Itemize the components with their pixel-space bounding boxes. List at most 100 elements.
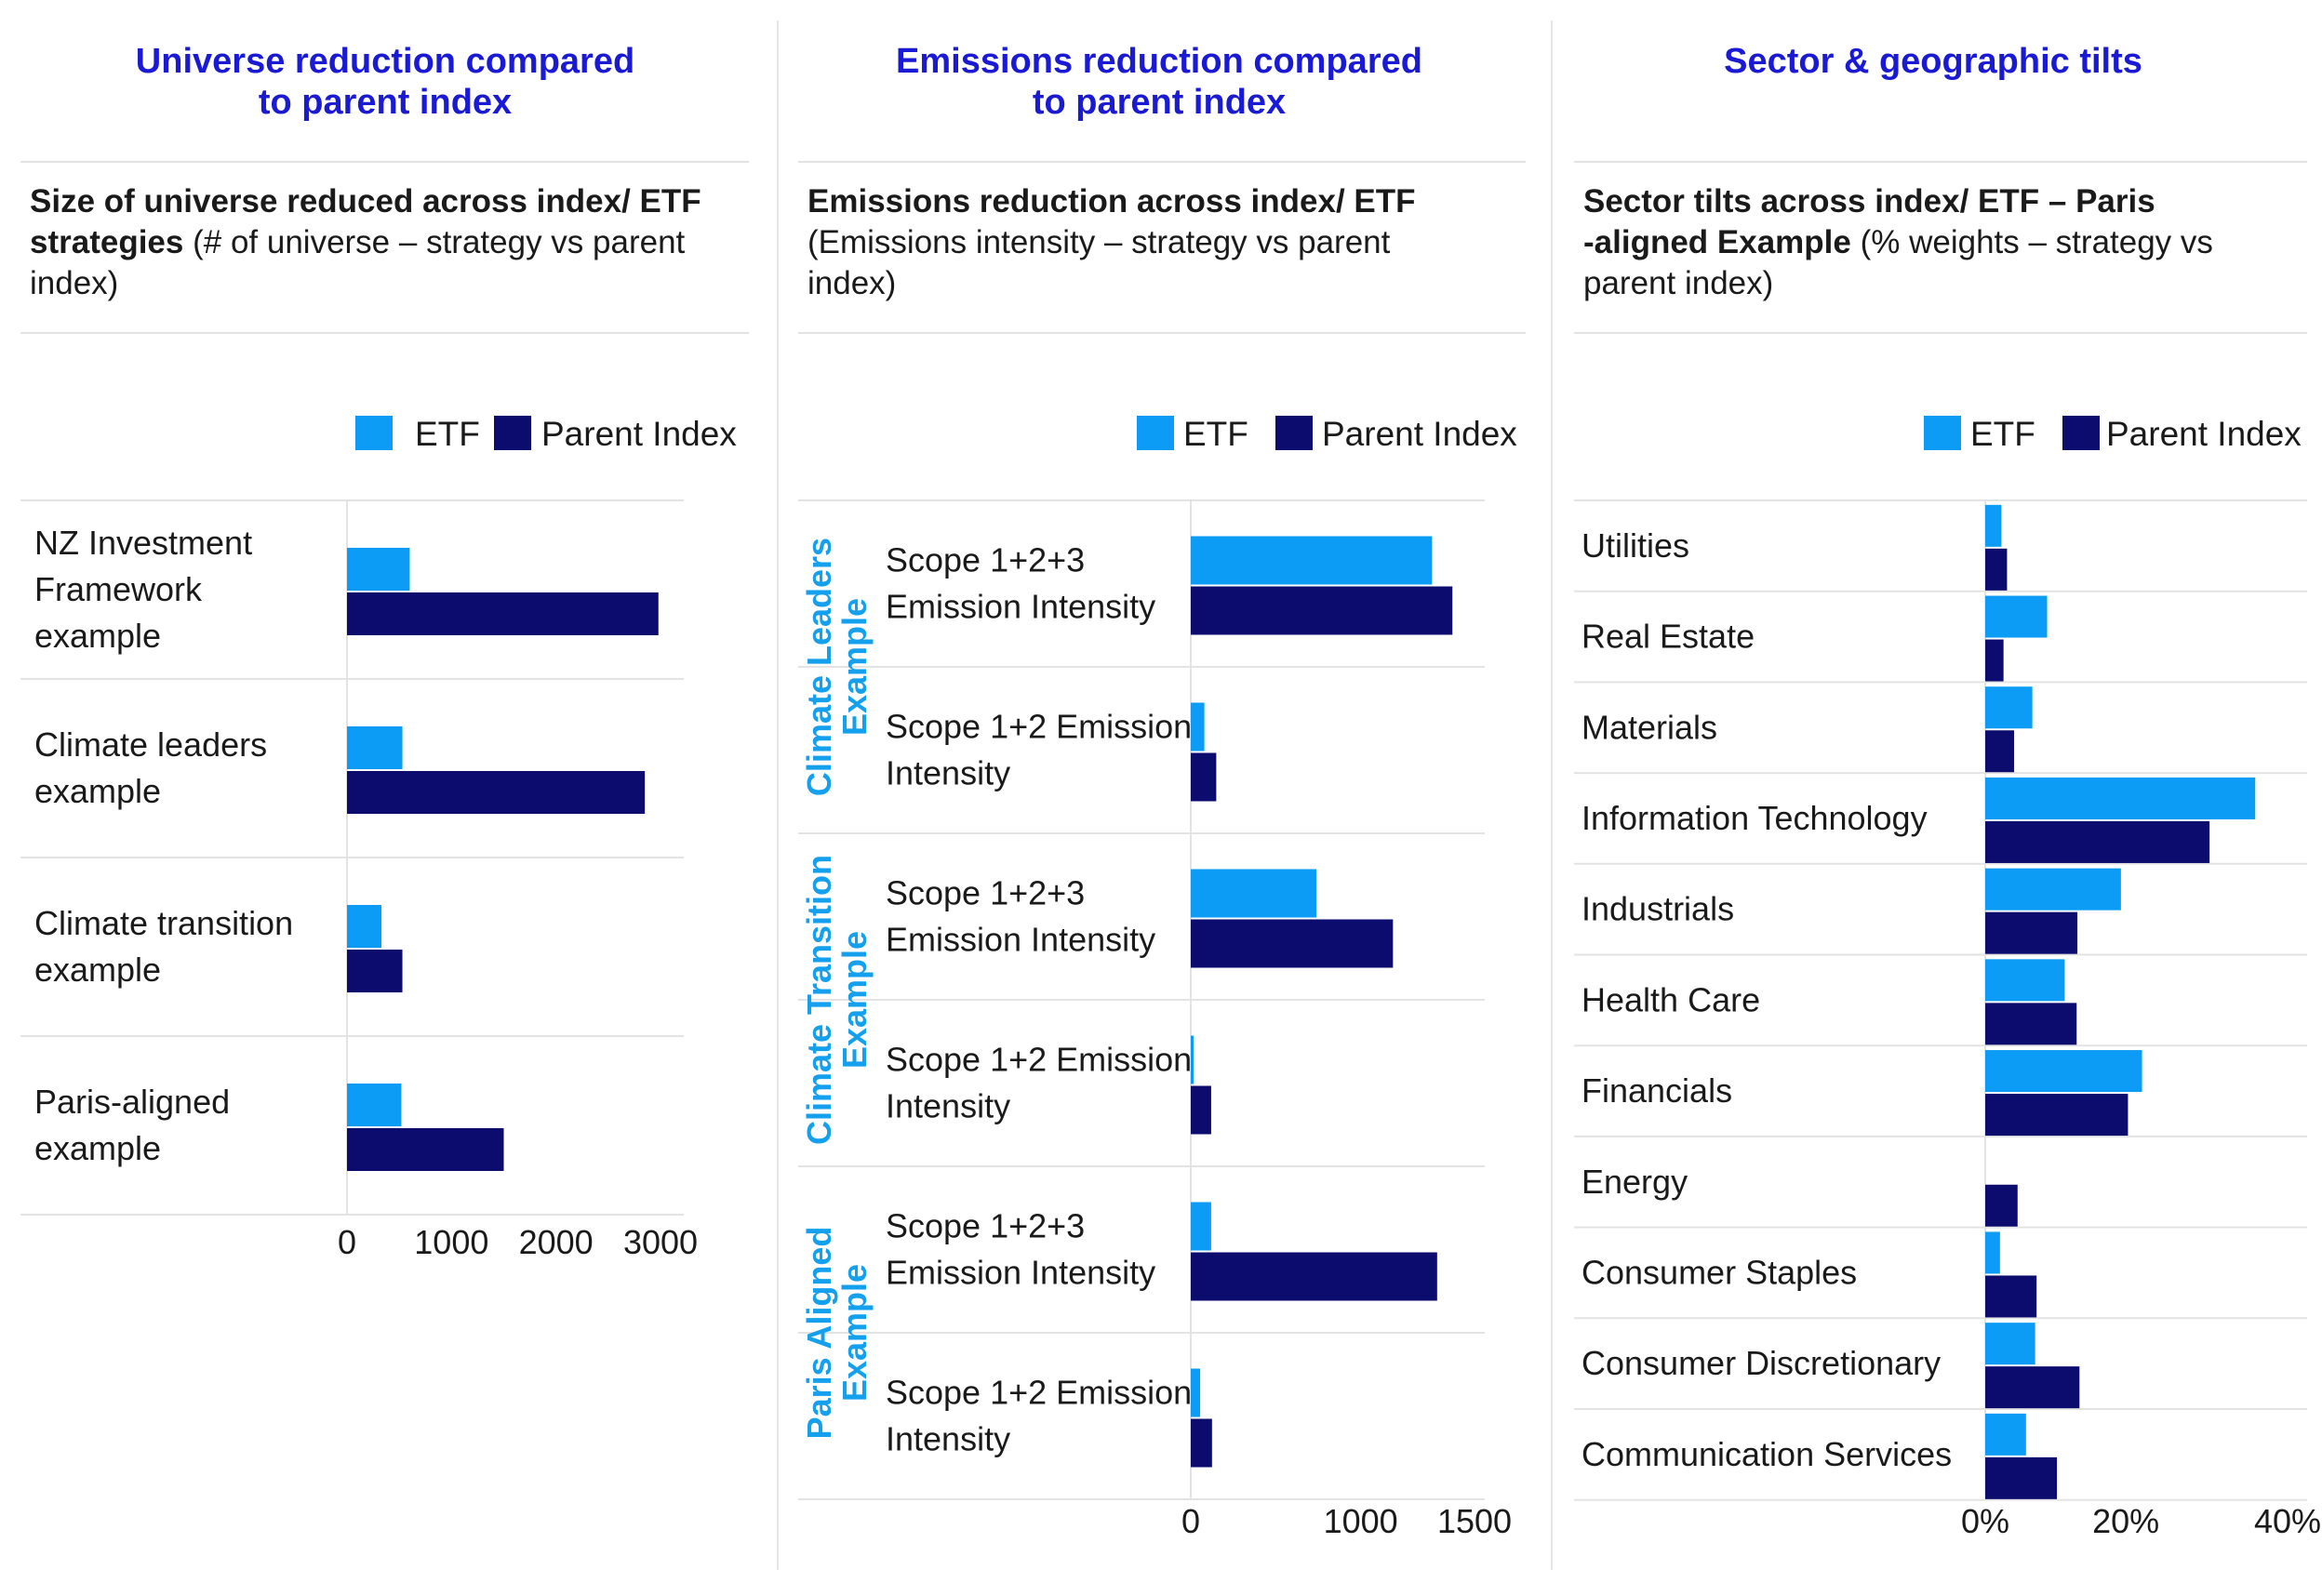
category-label: Utilities xyxy=(1581,526,1689,565)
legend-etf-label: ETF xyxy=(415,415,480,453)
category-label: Industrials xyxy=(1581,890,1734,928)
parent-bar xyxy=(1985,1184,2018,1227)
legend-parent-swatch xyxy=(494,416,531,450)
category-label: Emission Intensity xyxy=(886,588,1155,626)
etf-bar xyxy=(347,1084,402,1126)
panel-title: Sector & geographic tilts xyxy=(1724,42,2142,81)
category-label: Energy xyxy=(1581,1163,1688,1201)
category-label: Scope 1+2+3 xyxy=(886,1207,1085,1245)
etf-bar xyxy=(347,726,403,769)
parent-bar xyxy=(1191,1085,1211,1135)
panel-title: to parent index xyxy=(1033,83,1286,122)
legend-parent-label: Parent Index xyxy=(541,415,737,453)
parent-bar xyxy=(1985,1094,2128,1137)
group-label: Paris AlignedExample xyxy=(800,1227,874,1440)
category-label: Emission Intensity xyxy=(886,1254,1155,1292)
etf-bar xyxy=(1985,1231,2000,1274)
x-tick-label: 3000 xyxy=(623,1223,698,1261)
legend-etf-swatch xyxy=(355,416,393,450)
etf-bar xyxy=(1985,595,2048,638)
x-tick-label: 40% xyxy=(2254,1502,2321,1540)
category-label: example xyxy=(34,617,161,655)
legend-parent-label: Parent Index xyxy=(2106,415,2302,453)
panel-title: Universe reduction compared xyxy=(136,42,634,81)
etf-bar xyxy=(1985,959,2065,1002)
category-label: Intensity xyxy=(886,1420,1010,1458)
parent-bar xyxy=(1985,820,2210,863)
category-label: Materials xyxy=(1581,708,1717,746)
category-label: Consumer Discretionary xyxy=(1581,1344,1941,1382)
parent-bar xyxy=(347,950,403,992)
etf-bar xyxy=(1985,504,2002,547)
legend-parent-swatch xyxy=(1275,416,1313,450)
sector-tilts-panel: Sector & geographic tilts Sector tilts ac… xyxy=(1574,42,2321,1540)
parent-bar xyxy=(347,592,659,635)
category-label: Paris-aligned xyxy=(34,1083,230,1121)
category-label: Framework xyxy=(34,570,203,608)
x-tick-label: 1500 xyxy=(1437,1502,1512,1540)
category-label: Scope 1+2+3 xyxy=(886,874,1085,912)
panel-subtitle: Emissions reduction across index/ ETF xyxy=(807,183,1416,219)
parent-bar xyxy=(1985,911,2078,954)
etf-bar xyxy=(1191,1035,1194,1084)
legend-etf-label: ETF xyxy=(1183,415,1248,453)
panel-subtitle: index) xyxy=(807,265,896,301)
category-label: Intensity xyxy=(886,754,1010,792)
category-label: example xyxy=(34,951,161,989)
parent-bar xyxy=(1191,752,1217,802)
x-tick-label: 1000 xyxy=(414,1223,488,1261)
category-label: Climate leaders xyxy=(34,725,267,764)
parent-bar xyxy=(1985,548,2008,591)
legend-parent-label: Parent Index xyxy=(1322,415,1517,453)
category-label: Communication Services xyxy=(1581,1435,1952,1473)
parent-bar xyxy=(1985,1275,2037,1318)
category-label: Real Estate xyxy=(1581,618,1755,656)
category-label: NZ Investment xyxy=(34,524,252,562)
panel-title: Emissions reduction compared xyxy=(896,42,1422,81)
category-label: Financials xyxy=(1581,1071,1732,1110)
etf-bar xyxy=(1985,686,2033,729)
parent-bar xyxy=(1985,639,2004,682)
etf-bar xyxy=(1191,1368,1201,1417)
panel-subtitle: parent index) xyxy=(1583,265,1773,301)
x-tick-label: 1000 xyxy=(1324,1502,1398,1540)
panel-subtitle: strategies (# of universe – strategy vs … xyxy=(30,224,686,260)
panel-subtitle: Sector tilts across index/ ETF – Paris xyxy=(1583,183,2155,219)
etf-bar xyxy=(1985,1050,2142,1093)
category-label: Consumer Staples xyxy=(1581,1253,1857,1291)
etf-bar xyxy=(1191,1202,1211,1251)
etf-bar xyxy=(1985,1323,2035,1365)
category-label: Health Care xyxy=(1581,980,1760,1018)
parent-bar xyxy=(347,1128,504,1171)
etf-bar xyxy=(1191,869,1317,918)
panel-subtitle: Size of universe reduced across index/ E… xyxy=(30,183,701,219)
category-label: example xyxy=(34,1129,161,1167)
x-tick-label: 0 xyxy=(1181,1502,1200,1540)
category-label: Climate transition xyxy=(34,904,293,942)
category-label: Scope 1+2 Emission xyxy=(886,708,1192,746)
parent-bar xyxy=(1985,1366,2080,1409)
parent-bar xyxy=(1985,1003,2077,1045)
category-label: Scope 1+2 Emission xyxy=(886,1374,1192,1412)
x-tick-label: 0% xyxy=(1961,1502,2009,1540)
legend-etf-label: ETF xyxy=(1970,415,2035,453)
parent-bar xyxy=(347,771,646,814)
category-label: Scope 1+2 Emission xyxy=(886,1041,1192,1079)
etf-bar xyxy=(347,548,410,591)
parent-bar xyxy=(1191,1418,1212,1468)
x-tick-label: 20% xyxy=(2092,1502,2159,1540)
etf-bar xyxy=(1985,777,2256,819)
category-label: Information Technology xyxy=(1581,799,1928,837)
x-tick-label: 0 xyxy=(338,1223,356,1261)
parent-bar xyxy=(1191,919,1394,968)
legend-etf-swatch xyxy=(1137,416,1174,450)
legend-parent-swatch xyxy=(2062,416,2100,450)
group-label: Climate LeadersExample xyxy=(800,538,874,796)
legend-etf-swatch xyxy=(1924,416,1961,450)
category-label: Intensity xyxy=(886,1087,1010,1125)
parent-bar xyxy=(1985,730,2014,773)
etf-bar xyxy=(1191,536,1433,585)
